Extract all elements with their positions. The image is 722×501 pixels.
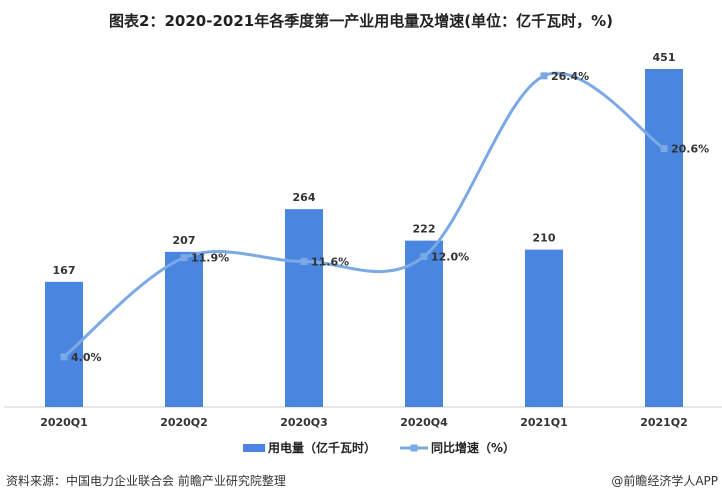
bar-label: 222 [413,223,436,236]
legend-line-marker [410,444,418,452]
line-point [420,252,428,260]
credit: @前瞻经济学人APP [611,474,718,488]
bar-2020Q4 [405,240,443,407]
bar-label: 264 [293,191,316,204]
line-point [300,257,308,265]
x-tick-label: 2021Q1 [520,416,568,429]
line-label: 11.9% [191,252,229,265]
x-tick-label: 2020Q4 [400,416,448,429]
chart: 167 2020Q1 207 2020Q2 264 2020Q3 222 2020Q4 210 2… [4,51,722,455]
line-point [180,254,188,262]
bar-2021Q1 [525,249,563,407]
x-tick-label: 2020Q1 [40,416,88,429]
legend-bar-label: 用电量（亿千瓦时） [267,440,376,455]
bar-2020Q3 [285,209,323,407]
bar-label: 210 [533,232,556,245]
x-tick-label: 2020Q2 [160,416,208,429]
chart-title: 图表2：2020-2021年各季度第一产业用电量及增速(单位：亿千瓦时，%) [109,12,613,30]
x-tick-label: 2021Q2 [640,416,688,429]
bar-2020Q2 [165,251,203,407]
bar-label: 451 [653,51,676,64]
bar-label: 167 [53,264,76,277]
x-tick-label: 2020Q3 [280,416,328,429]
line-label: 4.0% [71,351,102,364]
line-label: 26.4% [551,70,589,83]
line-point [660,145,668,153]
line-point [60,353,68,361]
growth-line [63,71,665,358]
line-label: 11.6% [311,255,349,268]
bar-2021Q2 [645,69,683,407]
legend-line-label: 同比增速（%） [431,440,515,455]
line-label: 12.0% [431,250,469,263]
legend-bar-swatch [243,444,265,452]
source-note: 资料来源：中国电力企业联合会 前瞻产业研究院整理 [6,474,286,488]
line-label: 20.6% [671,143,709,156]
bar-label: 207 [173,234,196,247]
line-point [540,72,548,80]
